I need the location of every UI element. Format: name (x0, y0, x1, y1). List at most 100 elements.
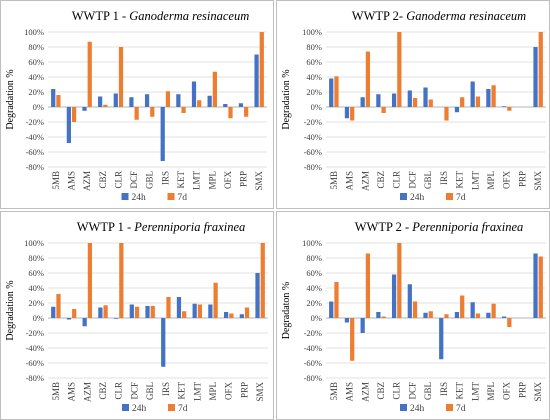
y-tick-label: 20% (306, 298, 322, 308)
bar-7d-LMT (197, 100, 202, 107)
bar-7d-SMX (259, 32, 264, 107)
bar-7d-KET (460, 295, 465, 318)
bar-24h-LMT (191, 81, 197, 107)
x-tick-label: AMS (345, 171, 355, 191)
bar-24h-OFX (223, 104, 228, 107)
bar-7d-PRP (244, 307, 250, 318)
bar-24h-KET (176, 297, 182, 318)
chart-title-prefix: WWTP 1 - (72, 9, 130, 23)
bar-7d-PRP (244, 107, 249, 117)
x-tick-label: CLR (113, 171, 123, 189)
bar-7d-OFX (228, 107, 233, 119)
chart-title: WWTP 1 - Perenniporia fraxinea (77, 220, 246, 234)
bar-7d-MPL (213, 282, 218, 318)
y-tick-label: -60% (26, 358, 44, 368)
chart-2: WWTP 2- Ganoderma resinaceum -80% -60% -40%… (281, 9, 546, 203)
bar-24h-IRS (439, 318, 444, 360)
bar-7d-KET (182, 311, 187, 318)
x-tick-label: OFX (502, 382, 512, 401)
y-tick-label: 0% (33, 102, 44, 112)
bar-24h-AMS (66, 107, 71, 143)
bar-24h-DCF (407, 284, 412, 318)
bar-7d-GBL (150, 107, 155, 117)
legend-label-7d: 7d (456, 404, 466, 414)
bar-7d-MPL (491, 303, 496, 318)
bar-7d-DCF (412, 98, 418, 107)
x-tick-label: CBZ (98, 382, 108, 400)
legend-label-7d: 7d (456, 193, 466, 203)
bar-24h-IRS (160, 107, 165, 161)
legend-label-24h: 24h (132, 193, 147, 203)
x-tick-label: AZM (360, 382, 370, 402)
y-tick-label: -80% (304, 373, 322, 383)
y-tick-label: 80% (28, 253, 44, 263)
bar-7d-CLR (397, 32, 402, 107)
x-tick-label: CLR (392, 382, 402, 400)
x-tick-label: CLR (114, 382, 124, 400)
y-tick-label: -40% (26, 132, 44, 142)
bar-24h-CLR (113, 318, 119, 319)
x-tick-label: DCF (129, 171, 139, 189)
bar-7d-SMX (538, 32, 543, 107)
x-tick-label: CBZ (98, 171, 108, 189)
x-tick-label: AZM (82, 171, 92, 191)
x-tick-label: PRP (239, 171, 249, 187)
bar-7d-GBL (428, 99, 433, 107)
x-tick-label: MPL (486, 171, 496, 190)
x-tick-label: 5MB (329, 382, 339, 401)
bar-24h-CLR (113, 93, 118, 107)
bar-24h-AZM (360, 97, 365, 107)
y-axis-label: Degradation % (5, 280, 16, 340)
x-tick-label: MPL (486, 382, 496, 401)
bar-7d-DCF (134, 107, 139, 120)
y-tick-label: 100% (24, 27, 44, 37)
x-tick-label: PRP (517, 171, 527, 187)
bar-24h-CBZ (98, 96, 103, 107)
legend-swatch-24h (121, 193, 129, 200)
x-tick-label: LMT (192, 382, 202, 402)
y-tick-label: -20% (304, 328, 322, 338)
y-tick-label: 80% (306, 253, 322, 263)
y-axis-label: Degradaton % (281, 282, 292, 339)
x-tick-label: KET (177, 382, 187, 400)
legend-swatch-24h (400, 193, 407, 200)
bar-7d-LMT (475, 96, 481, 107)
bar-7d-KET (181, 107, 186, 113)
bar-24h-OFX (501, 106, 507, 107)
bar-24h-CBZ (376, 312, 381, 318)
legend-swatch-24h (400, 404, 407, 411)
x-tick-label: CBZ (376, 382, 386, 400)
y-tick-label: 60% (28, 268, 44, 278)
bar-24h-KET (454, 107, 460, 113)
bar-7d-LMT (197, 304, 203, 318)
bar-7d-KET (460, 97, 465, 107)
bar-24h-5MB (51, 306, 56, 318)
x-tick-label: LMT (470, 171, 480, 191)
x-tick-label: IRS (160, 171, 170, 185)
bar-7d-OFX (229, 313, 234, 318)
y-tick-label: 100% (302, 238, 322, 248)
bar-24h-GBL (423, 312, 428, 318)
bar-7d-SMX (260, 243, 265, 318)
bar-24h-MPL (208, 304, 213, 318)
x-tick-label: DCF (129, 382, 139, 400)
chart-title-species: Ganoderma resinaceum (129, 9, 249, 23)
x-tick-label: LMT (470, 382, 480, 402)
y-tick-label: 0% (311, 102, 322, 112)
y-tick-label: -20% (26, 117, 44, 127)
bar-24h-AMS (344, 318, 350, 323)
bar-7d-IRS (166, 297, 171, 318)
bar-24h-SMX (533, 47, 538, 107)
y-tick-label: -60% (26, 147, 44, 157)
y-tick-label: 80% (28, 42, 44, 52)
bar-7d-LMT (475, 313, 481, 318)
chart-title: WWTP 1 - Ganoderma resinaceum (72, 9, 250, 23)
bar-24h-CBZ (98, 307, 103, 318)
bar-7d-DCF (134, 306, 140, 318)
legend-label-24h: 24h (410, 404, 425, 414)
y-tick-label: 60% (306, 268, 322, 278)
bar-7d-CBZ (381, 316, 386, 318)
chart-title-prefix: WWTP 2- (352, 9, 406, 23)
y-tick-label: 0% (33, 313, 44, 323)
bar-24h-GBL (145, 306, 150, 318)
